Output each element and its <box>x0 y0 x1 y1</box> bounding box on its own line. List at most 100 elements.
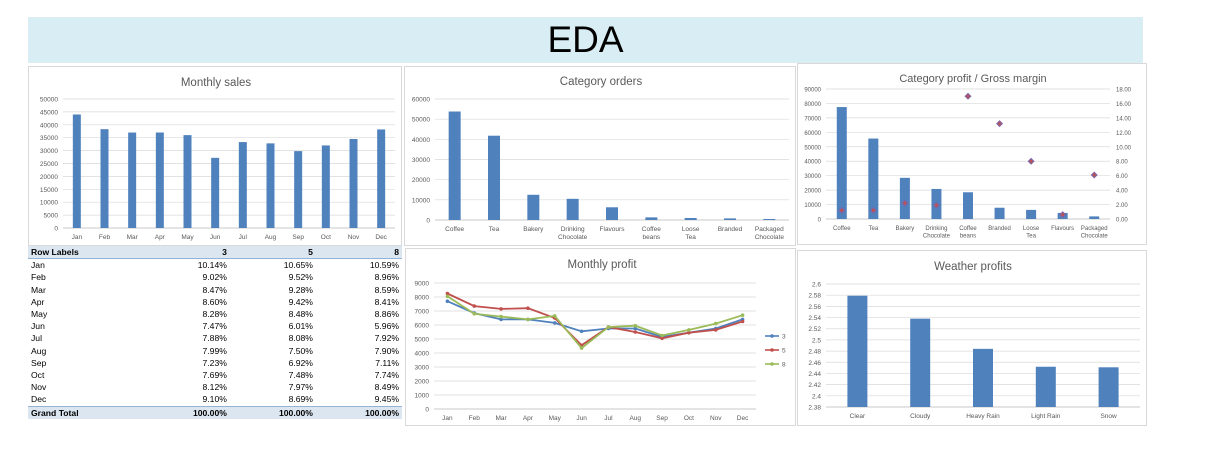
series-point <box>740 313 745 317</box>
pivot-cell: 9.42% <box>288 296 313 307</box>
pivot-cell: 8.69% <box>288 394 313 405</box>
x-tick-label: Branded <box>718 226 743 233</box>
y2-tick-label: 18.00 <box>1116 88 1132 94</box>
y-tick-label: 25000 <box>40 161 58 168</box>
pivot-row: Nov 8.12% 7.97% 8.49% <box>28 381 402 393</box>
monthly-sales-svg: Monthly sales 0 5000 10000 15000 20000 25000 30… <box>40 77 395 241</box>
pivot-cell: 7.97% <box>288 382 313 393</box>
x-tick-label: Apr <box>155 234 166 241</box>
bar <box>1035 366 1056 407</box>
bar <box>377 129 386 228</box>
y-tick-label: 7000 <box>415 309 430 316</box>
bar <box>836 107 847 219</box>
pivot-cell: 7.74% <box>374 370 399 381</box>
pivot-cell: 7.47% <box>202 321 227 332</box>
series-point <box>499 307 503 311</box>
y-tick-label: 4000 <box>415 351 430 358</box>
x-tick-label: Dec <box>375 234 387 241</box>
pivot-cell: 7.69% <box>202 370 227 381</box>
bar <box>1026 209 1037 219</box>
bar <box>238 142 247 228</box>
x-tick-label: Sep <box>292 234 304 241</box>
y-tick-label: 20000 <box>40 174 58 181</box>
y-tick-label: 50000 <box>412 117 430 124</box>
legend-label: 8 <box>782 362 786 369</box>
bar <box>724 218 736 220</box>
x-tick-label: Bakery <box>523 226 544 233</box>
x-tick-label: Nov <box>348 234 360 241</box>
y-tick-label: 10000 <box>40 200 58 207</box>
pivot-row: Sep 7.23% 6.92% 7.11% <box>28 357 402 369</box>
pivot-header-cell: Row Labels <box>28 246 144 260</box>
pivot-cell: 100.00% <box>143 405 230 419</box>
pivot-row: Dec 9.10% 8.69% 9.45% <box>28 393 402 406</box>
pivot-row: Aug 7.99% 7.50% 7.90% <box>28 345 402 357</box>
series-point <box>687 328 691 332</box>
y-tick-label: 9000 <box>415 281 430 288</box>
pivot-cell: 6.01% <box>288 321 313 332</box>
bar <box>155 132 164 228</box>
series-point <box>579 346 584 350</box>
y-tick-label: 10000 <box>804 203 821 209</box>
pivot-cell: 7.88% <box>202 333 227 344</box>
y2-tick-label: 16.00 <box>1116 102 1132 108</box>
bar <box>527 194 540 220</box>
y-tick-label: 2.46 <box>808 360 821 367</box>
legend-label: 5 <box>782 348 786 355</box>
bar <box>266 143 275 228</box>
pivot-row: Mar 8.47% 9.28% 8.59% <box>28 284 402 296</box>
series-point <box>660 333 664 338</box>
y2-tick-label: 12.00 <box>1116 131 1132 137</box>
y2-tick-label: 0.00 <box>1116 218 1128 224</box>
x-tick-label: Loose Tea <box>1023 226 1040 240</box>
monthly-profit-svg: Monthly profit 0 1000 2000 3000 4000 5000 6000 7… <box>415 259 786 422</box>
y-tick-label: 5000 <box>44 213 59 220</box>
y2-tick-label: 10.00 <box>1116 145 1132 151</box>
x-tick-label: Coffee beans <box>642 226 661 241</box>
monthly-profit-chart: Monthly profit 0 1000 2000 3000 4000 5000 6000 7… <box>405 248 796 426</box>
bar <box>868 138 879 219</box>
bar <box>448 111 461 220</box>
bar <box>1089 216 1100 219</box>
y-tick-label: 5000 <box>415 337 430 344</box>
series-point <box>740 319 745 324</box>
bar <box>566 198 579 220</box>
x-tick-label: Jun <box>576 415 587 422</box>
category-orders-chart: Category orders 0 10000 20000 30000 40000 5000… <box>404 66 796 246</box>
x-tick-label: Bakery <box>896 226 915 232</box>
y-tick-label: 30000 <box>412 157 430 164</box>
y-tick-label: 2.48 <box>808 349 821 356</box>
y-tick-label: 60000 <box>412 97 430 104</box>
margin-point <box>840 208 844 212</box>
x-tick-label: Nov <box>710 415 722 422</box>
y-tick-label: 50000 <box>40 97 58 104</box>
bar <box>72 114 81 228</box>
chart-title: Monthly profit <box>567 259 637 271</box>
pivot-cell: 7.23% <box>202 357 227 368</box>
pivot-table: Row Labels 3 5 8 Jan 10.14% 10.65% 10.59% Feb 9.… <box>28 246 402 419</box>
x-tick-label: Jan <box>442 415 453 422</box>
margin-point <box>1061 213 1065 217</box>
pivot-cell: 7.92% <box>374 333 399 344</box>
y-tick-label: 0 <box>54 226 58 233</box>
series-point <box>526 317 530 322</box>
y-tick-label: 2.42 <box>808 382 821 389</box>
series-point <box>633 323 638 328</box>
bar <box>128 132 137 228</box>
x-tick-label: Heavy Rain <box>966 413 1000 420</box>
pivot-cell: 7.48% <box>288 370 313 381</box>
pivot-cell: 10.59% <box>369 260 399 271</box>
bar <box>847 295 868 407</box>
pivot-cell: 8.86% <box>374 309 399 320</box>
pivot-cell: 8.41% <box>374 296 399 307</box>
x-tick-label: Clear <box>850 413 866 420</box>
x-tick-label: Sep <box>656 415 668 422</box>
margin-point <box>1029 159 1033 163</box>
series-point <box>552 321 557 325</box>
y-tick-label: 35000 <box>40 135 58 142</box>
y-tick-label: 20000 <box>412 177 430 184</box>
pivot-cell: 100.00% <box>229 405 316 419</box>
pivot-header-row: Row Labels 3 5 8 <box>28 246 402 260</box>
bar <box>763 218 776 220</box>
pivot-header-cell: 5 <box>229 246 316 260</box>
